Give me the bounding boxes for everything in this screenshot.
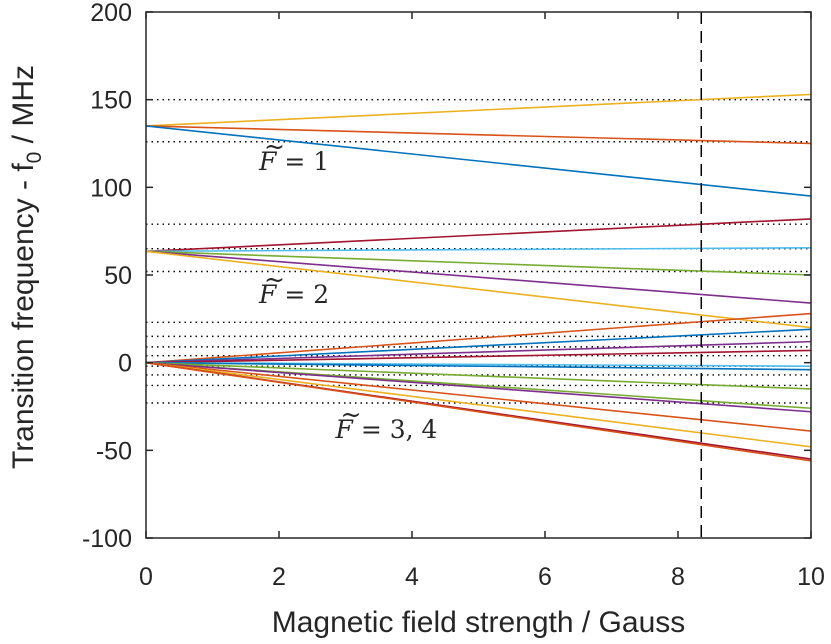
series-line-14 [145, 361, 812, 390]
series-line-4 [145, 247, 812, 253]
annotation-symbol-2: F [335, 415, 355, 444]
plot-area-border [145, 11, 812, 539]
annotations: F = 1~F = 2~F = 3, 4~ [258, 132, 437, 444]
y-tick-label-1: -50 [96, 437, 132, 465]
y-tick-label-6: 200 [90, 0, 132, 27]
annotation-value-0: = 1 [276, 147, 329, 176]
annotation-text-2: F = 3, 4 [335, 415, 438, 444]
series-line-5 [145, 250, 812, 276]
series-line-8 [145, 312, 812, 364]
x-tick-label-4: 8 [671, 563, 685, 591]
series-line-11 [145, 349, 812, 364]
y-tick-label-4: 100 [90, 174, 132, 202]
y-axis-label-main: Transition frequency - f [7, 163, 40, 469]
annotation-value-1: = 2 [276, 280, 329, 309]
annotation-symbol-0: F [258, 147, 278, 176]
series-line-16 [145, 361, 812, 413]
annotation-tilde-2: ~ [341, 400, 362, 429]
y-tick-label-5: 150 [90, 87, 132, 115]
annotation-tilde-1: ~ [264, 265, 285, 294]
series-line-17 [145, 361, 812, 432]
x-tick-label-0: 0 [139, 563, 153, 591]
x-tick-label-5: 10 [797, 563, 825, 591]
y-tick-label-0: -100 [82, 525, 132, 553]
annotation-text-0: F = 1 [258, 147, 329, 176]
series-line-20 [145, 361, 812, 462]
series-line-7 [145, 250, 812, 329]
series-line-3 [145, 218, 812, 253]
series-lines [145, 93, 812, 462]
reference-lines [146, 98, 811, 404]
annotation-0: F = 1~ [258, 132, 329, 176]
series-line-1 [145, 125, 812, 145]
series-line-2 [145, 125, 812, 197]
annotation-text-1: F = 2 [258, 280, 329, 309]
annotation-value-2: = 3, 4 [353, 415, 438, 444]
x-tick-label-2: 4 [405, 563, 419, 591]
y-axis-label-suffix: / MHz [7, 65, 40, 152]
series-line-10 [145, 340, 812, 364]
y-tick-label-2: 0 [118, 350, 132, 378]
annotation-tilde-0: ~ [264, 132, 285, 161]
series-line-0 [145, 93, 812, 127]
annotation-1: F = 2~ [258, 265, 329, 309]
annotation-2: F = 3, 4~ [335, 400, 438, 444]
annotation-symbol-1: F [258, 280, 278, 309]
series-line-18 [145, 361, 812, 448]
y-axis-label-subscript: 0 [23, 152, 46, 164]
x-tick-label-1: 2 [272, 563, 286, 591]
y-axis-label: Transition frequency - f0 / MHz [7, 65, 46, 469]
x-axis-label: Magnetic field strength / Gauss [272, 606, 686, 639]
series-line-9 [145, 328, 812, 364]
series-line-13 [145, 361, 812, 371]
y-tick-label-3: 50 [104, 262, 132, 290]
axis-ticks: 0 2 4 6 8 10 -100 -50 0 50 100 150 200 [82, 0, 825, 591]
series-line-6 [145, 250, 812, 304]
x-tick-label-3: 6 [538, 563, 552, 591]
